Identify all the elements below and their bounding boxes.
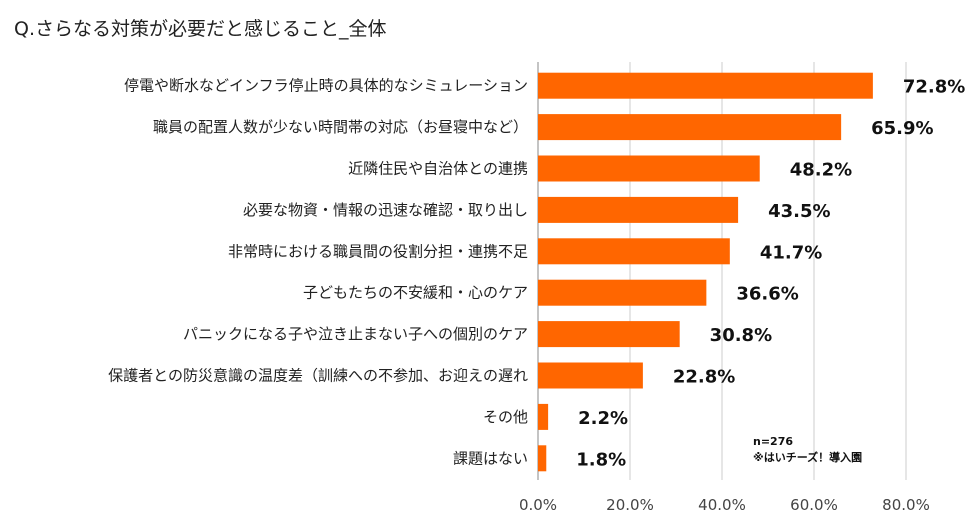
- bar: [538, 279, 707, 306]
- value-labels: 72.8% 65.9% 48.2% 43.5% 41.7% 36.6% 30.8% 22.8%…: [576, 77, 965, 471]
- value-label: 1.8%: [576, 449, 626, 470]
- category-labels: 停電や断水などインフラ停止時の具体的なシミュレーション職員の配置人数が少ない時間…: [108, 77, 528, 468]
- bar: [538, 238, 730, 265]
- bar: [538, 72, 873, 99]
- sample-source: ※はいチーズ！導入園: [753, 451, 863, 464]
- category-label: 職員の配置人数が少ない時間帯の対応（お昼寝中など）: [153, 118, 528, 136]
- bar: [538, 114, 842, 141]
- value-label: 43.5%: [768, 201, 830, 222]
- category-label: その他: [483, 408, 528, 426]
- sample-note: n=276 ※はいチーズ！導入園: [753, 434, 862, 466]
- category-label: 課題はない: [453, 449, 528, 467]
- bars: [538, 72, 873, 472]
- value-label: 65.9%: [871, 118, 933, 139]
- bar: [538, 403, 549, 430]
- sample-size: n=276: [753, 435, 794, 448]
- x-tick-label: 0.0%: [519, 496, 557, 514]
- category-label: 非常時における職員間の役割分担・連携不足: [228, 242, 528, 260]
- category-label: 必要な物資・情報の迅速な確認・取り出し: [243, 201, 528, 219]
- category-label: 近隣住民や自治体との連携: [348, 160, 528, 178]
- chart-title: Q.さらなる対策が必要だと感じること_全体: [14, 18, 387, 40]
- category-label: 保護者との防災意識の温度差（訓練への不参加、お迎えの遅れ: [108, 367, 528, 385]
- bar: [538, 362, 643, 389]
- bar: [538, 155, 760, 182]
- x-tick-label: 60.0%: [790, 496, 838, 514]
- category-label: 子どもたちの不安緩和・心のケア: [303, 284, 528, 302]
- category-label: 停電や断水などインフラ停止時の具体的なシミュレーション: [124, 77, 528, 95]
- value-label: 30.8%: [710, 325, 772, 346]
- value-label: 41.7%: [760, 242, 822, 263]
- value-label: 2.2%: [578, 408, 628, 429]
- x-tick-labels: 0.0% 20.0% 40.0% 60.0% 80.0%: [519, 496, 930, 514]
- category-label: パニックになる子や泣き止まない子への個別のケア: [183, 325, 528, 343]
- value-label: 22.8%: [673, 367, 735, 388]
- value-label: 36.6%: [736, 284, 798, 305]
- bar: [538, 196, 739, 223]
- value-label: 48.2%: [790, 160, 852, 181]
- bar: [538, 445, 547, 472]
- x-tick-label: 40.0%: [698, 496, 746, 514]
- x-tick-label: 20.0%: [606, 496, 654, 514]
- bar: [538, 321, 680, 348]
- x-tick-label: 80.0%: [882, 496, 930, 514]
- value-label: 72.8%: [903, 77, 965, 98]
